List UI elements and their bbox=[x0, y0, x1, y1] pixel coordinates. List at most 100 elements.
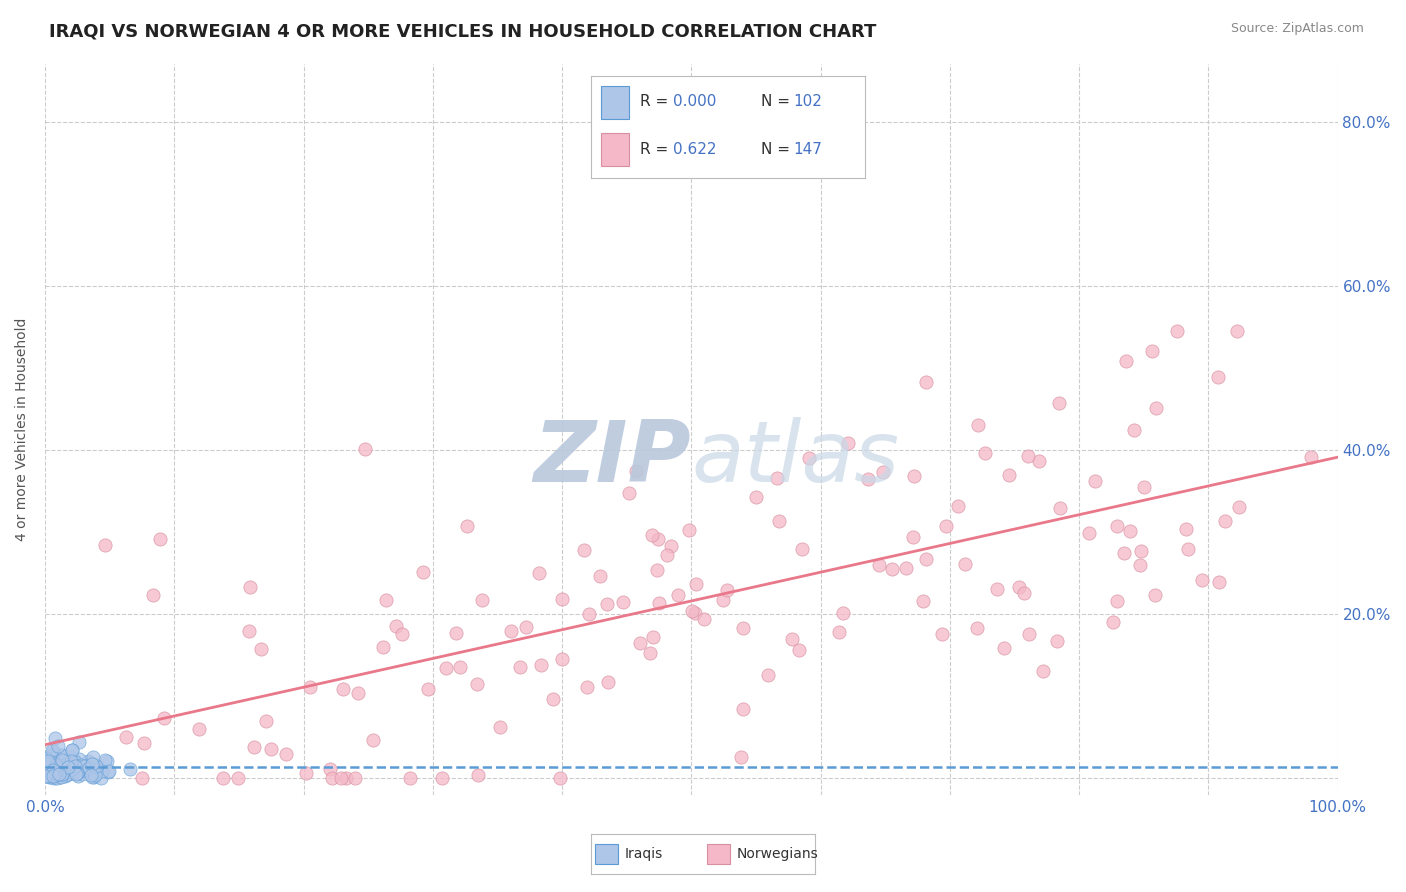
Point bbox=[612, 594, 634, 608]
Point bbox=[319, 762, 342, 776]
Point bbox=[354, 442, 377, 457]
Text: ZIP: ZIP bbox=[534, 417, 692, 500]
Point bbox=[51, 758, 73, 772]
Point bbox=[1102, 615, 1125, 630]
Point bbox=[1115, 354, 1137, 368]
Point bbox=[1084, 474, 1107, 488]
Point bbox=[335, 772, 357, 786]
Text: R =: R = bbox=[640, 94, 673, 109]
Point bbox=[60, 754, 83, 768]
Point bbox=[49, 767, 72, 781]
Point bbox=[837, 436, 859, 450]
Point bbox=[903, 469, 925, 483]
Point bbox=[44, 770, 66, 784]
Point bbox=[63, 756, 86, 770]
Point bbox=[430, 772, 453, 786]
Point bbox=[730, 750, 752, 764]
Point bbox=[434, 661, 457, 675]
Text: IRAQI VS NORWEGIAN 4 OR MORE VEHICLES IN HOUSEHOLD CORRELATION CHART: IRAQI VS NORWEGIAN 4 OR MORE VEHICLES IN… bbox=[49, 22, 876, 40]
Point bbox=[44, 731, 66, 745]
Point bbox=[731, 702, 754, 716]
Point bbox=[530, 657, 553, 672]
Point bbox=[418, 681, 440, 696]
Bar bbox=[602, 133, 628, 166]
Point bbox=[398, 772, 420, 786]
Point bbox=[915, 552, 938, 566]
Point bbox=[572, 542, 595, 557]
Point bbox=[59, 748, 82, 763]
Point bbox=[53, 769, 76, 783]
Point bbox=[239, 580, 262, 594]
Point bbox=[1166, 324, 1188, 338]
Point bbox=[966, 621, 988, 635]
Point bbox=[83, 768, 105, 782]
Point bbox=[41, 769, 63, 783]
Point bbox=[856, 472, 879, 486]
Point bbox=[72, 759, 94, 773]
Point bbox=[1299, 450, 1322, 464]
Point bbox=[641, 630, 664, 644]
Point bbox=[1078, 526, 1101, 541]
Point bbox=[35, 750, 58, 764]
Point bbox=[48, 767, 70, 781]
Point bbox=[142, 588, 165, 602]
Point bbox=[49, 748, 72, 763]
Y-axis label: 4 or more Vehicles in Household: 4 or more Vehicles in Household bbox=[15, 318, 30, 541]
Point bbox=[444, 626, 467, 640]
Text: 0.000: 0.000 bbox=[672, 94, 716, 109]
Point bbox=[51, 753, 73, 767]
Point bbox=[1014, 585, 1036, 599]
Point bbox=[955, 557, 977, 571]
Point bbox=[456, 518, 478, 533]
Point bbox=[641, 527, 664, 541]
Point bbox=[1208, 574, 1230, 589]
Point bbox=[41, 747, 63, 762]
Point bbox=[681, 603, 703, 617]
Point bbox=[361, 732, 384, 747]
Point bbox=[347, 686, 370, 700]
Point bbox=[915, 376, 938, 390]
Point bbox=[44, 771, 66, 785]
Point bbox=[711, 593, 734, 607]
Point bbox=[238, 624, 260, 639]
Point bbox=[260, 742, 283, 756]
Point bbox=[797, 450, 820, 465]
Point bbox=[998, 467, 1021, 482]
Point bbox=[37, 752, 59, 766]
Point bbox=[551, 652, 574, 666]
Point bbox=[509, 660, 531, 674]
Point bbox=[44, 761, 66, 775]
Point bbox=[90, 771, 112, 785]
Point bbox=[789, 643, 811, 657]
Point bbox=[38, 761, 60, 775]
Point bbox=[226, 772, 249, 786]
Text: atlas: atlas bbox=[692, 417, 900, 500]
Point bbox=[69, 757, 91, 772]
Point bbox=[685, 576, 707, 591]
Point bbox=[39, 770, 62, 784]
Point bbox=[41, 750, 63, 764]
Point bbox=[94, 753, 117, 767]
Point bbox=[624, 464, 647, 478]
Point bbox=[49, 764, 72, 779]
Point bbox=[56, 764, 79, 779]
Point bbox=[449, 660, 471, 674]
Point bbox=[45, 760, 67, 774]
Point bbox=[83, 771, 105, 785]
Text: Source: ZipAtlas.com: Source: ZipAtlas.com bbox=[1230, 22, 1364, 36]
Point bbox=[412, 565, 434, 579]
Point bbox=[321, 772, 343, 786]
Bar bbox=[602, 87, 628, 119]
Point bbox=[60, 743, 83, 757]
Point bbox=[589, 569, 612, 583]
Point bbox=[58, 765, 80, 780]
Point bbox=[1045, 633, 1067, 648]
Point bbox=[98, 764, 121, 779]
Point bbox=[44, 768, 66, 782]
Point bbox=[1049, 501, 1071, 516]
Point bbox=[780, 632, 803, 646]
Point bbox=[53, 758, 76, 772]
Point bbox=[768, 514, 790, 528]
Point bbox=[53, 767, 76, 781]
Point bbox=[41, 744, 63, 758]
